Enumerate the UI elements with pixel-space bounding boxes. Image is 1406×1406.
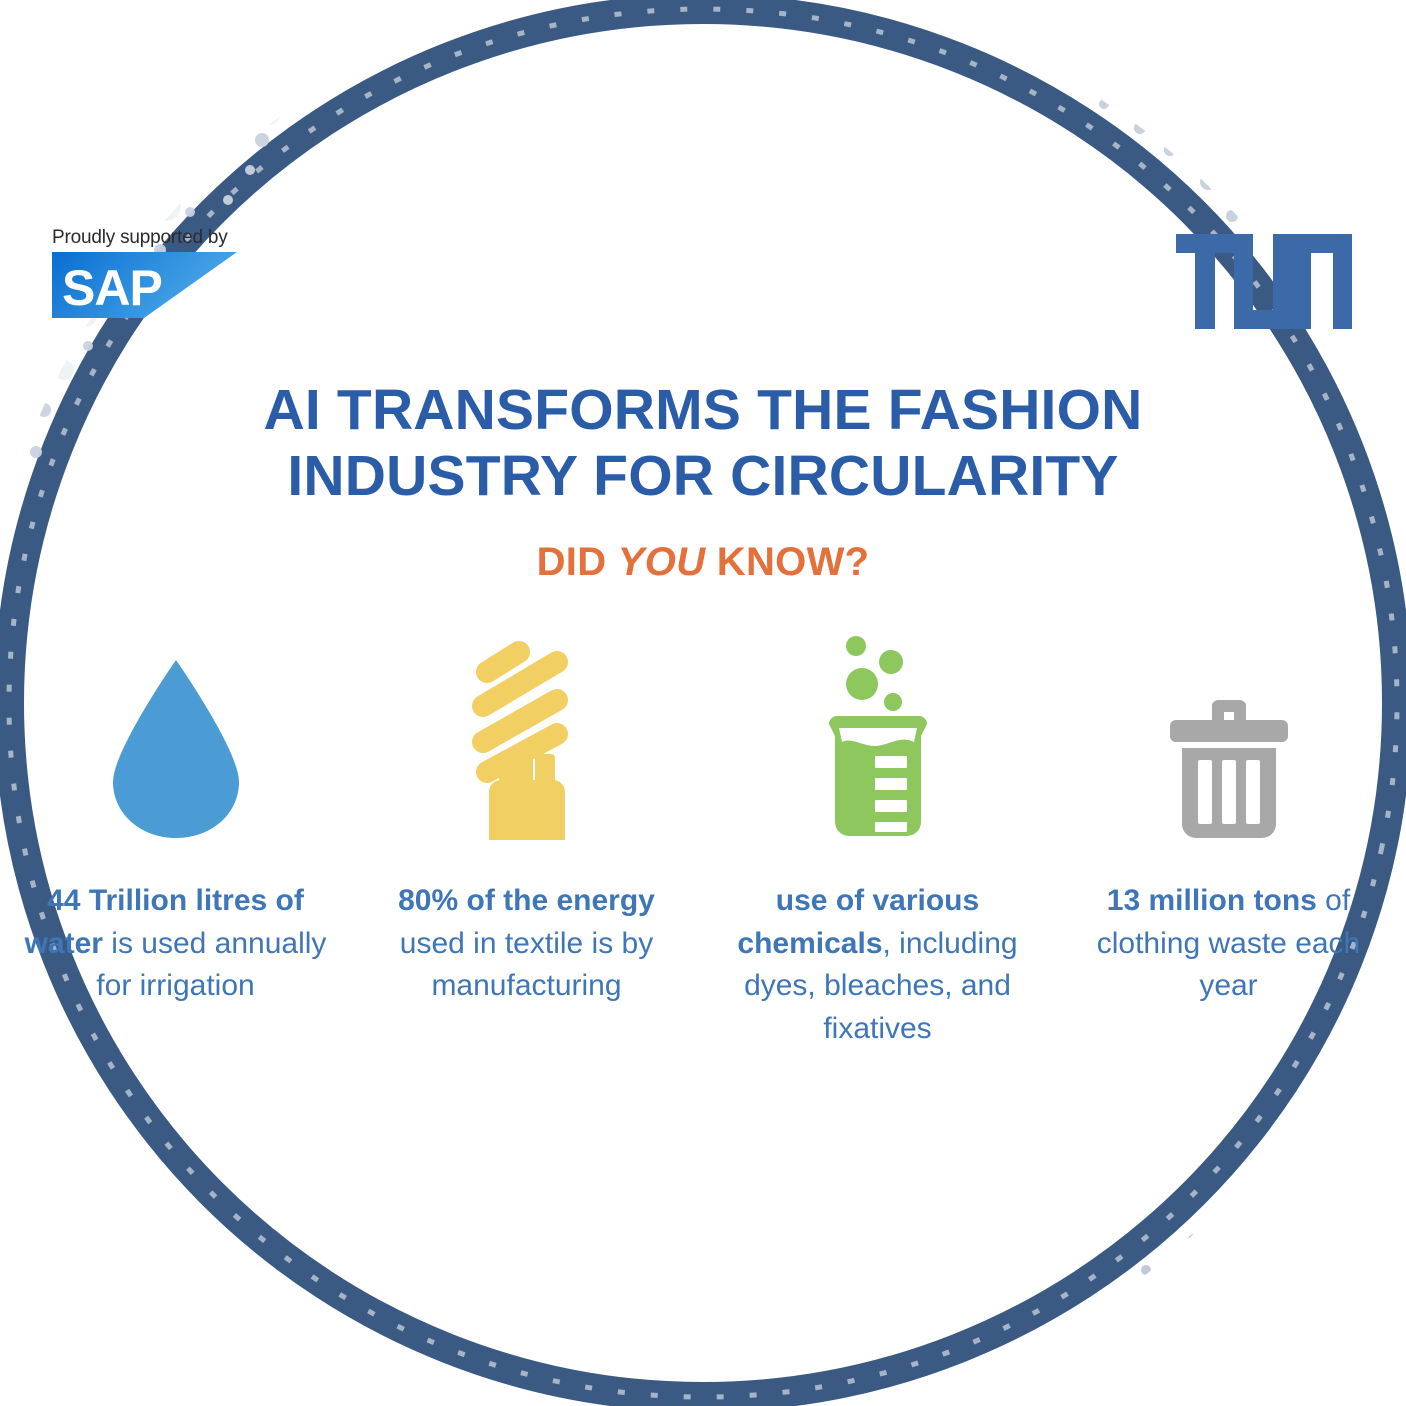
chemical-beaker-icon (813, 620, 943, 840)
fact-text-rest: is used annually for irrigation (96, 926, 327, 1003)
sap-logo: SAP (52, 251, 237, 318)
fact-text: use of various chemicals, including dyes… (728, 880, 1028, 1050)
fact-text-bold: 80% of the energy (398, 884, 655, 917)
page-subtitle: DID YOU KNOW? (203, 540, 1203, 585)
tum-logo (1176, 234, 1352, 329)
page-title-line-2: INDUSTRY FOR CIRCULARITY (287, 443, 1119, 508)
page-title: AI TRANSFORMS THE FASHION INDUSTRY FOR C… (203, 378, 1203, 509)
subtitle-after: KNOW? (705, 540, 870, 584)
fact-item: 13 million tons of clothing waste each y… (1053, 620, 1404, 1008)
page-title-line-1: AI TRANSFORMS THE FASHION (263, 378, 1143, 442)
fact-text-rest: used in textile is by manufacturing (399, 926, 654, 1003)
facts-row: 44 Trillion litres of water is used annu… (0, 620, 1406, 1050)
water-drop-icon (111, 620, 241, 840)
fact-text-rest: , including dyes, bleaches, and fixative… (744, 926, 1018, 1045)
fact-item: 80% of the energy used in textile is by … (351, 620, 702, 1008)
fact-text-bold: use of various chemicals (737, 884, 980, 960)
fact-text: 44 Trillion litres of water is used annu… (15, 880, 337, 1008)
subtitle-emphasis: YOU (617, 540, 706, 584)
fact-item: 44 Trillion litres of water is used annu… (0, 620, 351, 1008)
fact-text: 13 million tons of clothing waste each y… (1079, 880, 1379, 1008)
fact-text-bold: 13 million tons (1106, 884, 1317, 917)
fact-item: use of various chemicals, including dyes… (702, 620, 1053, 1050)
energy-saving-lightbulb-icon (461, 620, 593, 840)
sap-supported-by-label: Proudly supported by (52, 227, 228, 248)
fact-text-bold: 44 Trillion litres of water (24, 884, 304, 960)
sap-logo-block: Proudly supported by SAP (52, 227, 302, 318)
subtitle-before: DID (536, 540, 618, 584)
svg-text:SAP: SAP (62, 260, 162, 316)
fact-text-rest: of clothing waste each year (1096, 884, 1361, 1003)
fact-text: 80% of the energy used in textile is by … (368, 880, 686, 1008)
trash-bin-icon (1168, 620, 1290, 840)
